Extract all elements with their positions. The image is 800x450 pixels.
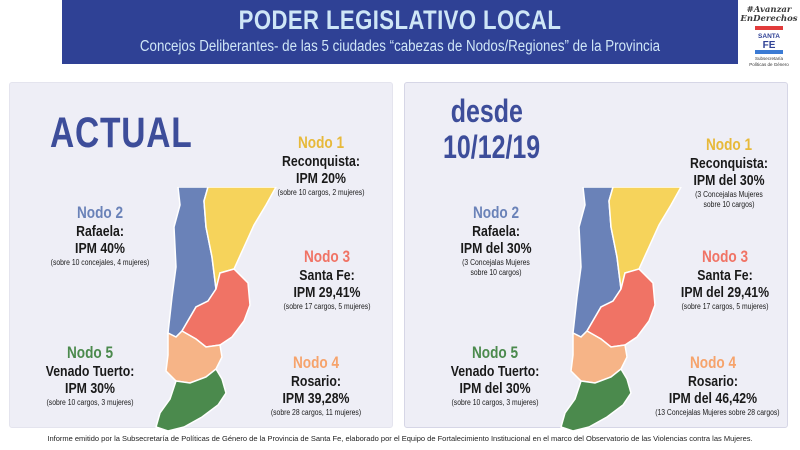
nodo3-desde: Nodo 3 Santa Fe: IPM del 29,41% (sobre 1… (667, 247, 783, 312)
nodo-city: Rafaela: (76, 223, 124, 240)
nodo5-actual: Nodo 5 Venado Tuerto: IPM 30% (sobre 10 … (30, 343, 150, 408)
nodo-note: (sobre 10 cargos, 3 mujeres) (46, 398, 134, 407)
nodo-city: Rafaela: (472, 223, 520, 240)
heading-line1: desde (450, 93, 523, 129)
nodo-note: (3 Concejalas Mujeres (462, 258, 530, 267)
santa-fe-logo: #Avanzar EnDerechos SANTA FE Subsecretar… (740, 6, 798, 92)
nodo-ipm: IPM del 30% (459, 380, 531, 397)
nodo-city: Rosario: (291, 373, 341, 390)
nodo-city: Reconquista: (282, 153, 360, 170)
nodo-label: Nodo 2 (472, 203, 520, 222)
santa-fe-map-icon (155, 187, 277, 431)
nodo4-desde: Nodo 4 Rosario: IPM del 46,42% (13 Conce… (645, 353, 781, 418)
nodo-ipm: IPM del 46,42% (668, 390, 758, 407)
panel-heading-desde: desde 10/12/19 (443, 93, 540, 165)
nodo-label: Nodo 5 (471, 343, 519, 362)
nodo-ipm: IPM 40% (75, 240, 125, 257)
nodo-note: (sobre 10 cargos, 3 mujeres) (451, 398, 539, 407)
footer-note: Informe emitido por la Subsecretaría de … (47, 434, 753, 443)
heading-line2: 10/12/19 (443, 129, 541, 165)
nodo-label: Nodo 4 (689, 353, 737, 372)
nodo-label: Nodo 3 (303, 247, 351, 266)
nodo-label: Nodo 2 (76, 203, 124, 222)
nodo-label: Nodo 1 (705, 135, 753, 154)
santa-fe-map-icon (560, 187, 682, 431)
nodo-note: (13 Concejalas Mujeres sobre 28 cargos) (655, 408, 780, 417)
nodo-ipm: IPM 29,41% (293, 284, 361, 301)
nodo4-actual: Nodo 4 Rosario: IPM 39,28% (sobre 28 car… (256, 353, 376, 418)
nodo-note: (sobre 10 concejales, 4 mujeres) (50, 258, 150, 267)
brand-bottom: FE (763, 40, 776, 51)
nodo-note: (3 Concejalas Mujeres (695, 190, 763, 199)
nodo-note-2: sobre 10 cargos) (470, 268, 522, 277)
nodo-note: (sobre 17 cargos, 5 mujeres) (681, 302, 769, 311)
header-banner: PODER LEGISLATIVO LOCAL Concejos Deliber… (62, 0, 738, 64)
nodo-city: Santa Fe: (299, 267, 355, 284)
nodo-ipm: IPM 20% (296, 170, 346, 187)
nodo-label: Nodo 1 (297, 133, 345, 152)
nodo-ipm: IPM del 29,41% (680, 284, 770, 301)
logo-caption-line1: Subsecretaría (754, 56, 783, 61)
nodo5-desde: Nodo 5 Venado Tuerto: IPM del 30% (sobre… (435, 343, 555, 408)
hashtag-line1: #Avanzar (746, 5, 792, 15)
nodo2-actual: Nodo 2 Rafaela: IPM 40% (sobre 10 concej… (40, 203, 160, 268)
nodo-label: Nodo 5 (66, 343, 114, 362)
nodo3-actual: Nodo 3 Santa Fe: IPM 29,41% (sobre 17 ca… (272, 247, 382, 312)
panel-heading-actual: ACTUAL (50, 109, 193, 157)
nodo-city: Santa Fe: (697, 267, 753, 284)
nodo-ipm: IPM 30% (65, 380, 115, 397)
nodo-label: Nodo 4 (292, 353, 340, 372)
nodo-ipm: IPM del 30% (460, 240, 532, 257)
nodo-note-2: sobre 10 cargos) (703, 200, 755, 209)
panel-desde: desde 10/12/19 Nodo 1 Reconquista: IPM d… (404, 82, 788, 431)
nodo1-actual: Nodo 1 Reconquista: IPM 20% (sobre 10 ca… (266, 133, 376, 198)
page-subtitle: Concejos Deliberantes- de las 5 ciudades… (139, 38, 661, 55)
nodo2-desde: Nodo 2 Rafaela: IPM del 30% (3 Concejala… (441, 203, 551, 278)
nodo-city: Venado Tuerto: (45, 363, 135, 380)
nodo-city: Reconquista: (690, 155, 768, 172)
nodo-note: (sobre 28 cargos, 11 mujeres) (270, 408, 362, 417)
page-title: PODER LEGISLATIVO LOCAL (238, 5, 562, 35)
nodo-ipm: IPM 39,28% (282, 390, 350, 407)
nodo-note: (sobre 17 cargos, 5 mujeres) (283, 302, 371, 311)
brand-top: SANTA (758, 33, 780, 40)
nodo1-desde: Nodo 1 Reconquista: IPM del 30% (3 Conce… (671, 135, 787, 210)
nodo-city: Venado Tuerto: (450, 363, 540, 380)
nodo-label: Nodo 3 (701, 247, 749, 266)
logo-caption-line2: Políticas de Género (749, 61, 789, 67)
panel-actual: ACTUAL Nodo 1 Reconquista: IPM 20% (sobr… (9, 82, 393, 431)
santa-fe-badge-icon: SANTA FE (755, 26, 783, 54)
nodo-city: Rosario: (688, 373, 738, 390)
nodo-note: (sobre 10 cargos, 2 mujeres) (277, 188, 365, 197)
nodo-ipm: IPM del 30% (693, 172, 765, 189)
hashtag-line2: EnDerechos (740, 14, 798, 24)
